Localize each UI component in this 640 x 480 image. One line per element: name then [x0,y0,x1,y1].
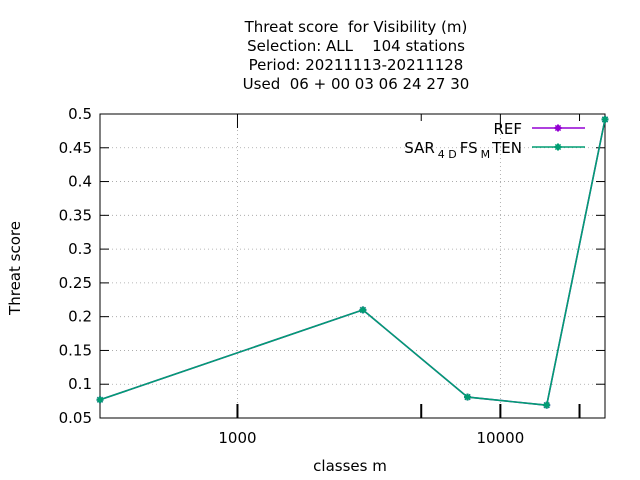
y-tick-label: 0.4 [68,173,92,191]
y-tick-label: 0.45 [59,139,92,157]
y-tick-label: 0.2 [68,308,92,326]
series-1-point-2 [464,393,472,401]
series-1-point-0-d2 [96,396,104,403]
x-tick-label: 10000 [477,429,525,447]
series-line-0 [99,119,606,407]
x-axis-tick-labels: 1000 10000 [218,429,524,447]
legend-sar-part1: SAR [404,139,434,157]
plot-frame [99,113,606,419]
title-line-3: Period: 20211113-20211128 [248,56,464,74]
title-line-2: Selection: ALL 104 stations [247,37,465,55]
legend-sar-sub1: 4 D [438,148,457,161]
series-1-point-4 [601,115,609,123]
series-1-point-3-d2 [543,401,550,409]
y-tick-label: 0.15 [59,341,92,359]
y-tick-label: 0.25 [59,274,92,292]
series-line-1 [99,119,606,407]
legend-marker-1-d2 [554,143,562,151]
series-1-point-0 [96,396,104,404]
y-tick-label: 0.1 [68,375,92,393]
legend-marker-0-d2 [554,124,562,132]
legend-sar-part2: FS [460,139,478,157]
y-tick-label: 0.5 [68,105,92,123]
axis-ticks [100,113,605,419]
y-axis-tick-labels: 0.05 0.1 0.15 0.2 0.25 0.3 0.35 0.4 0.45 0.5 [59,105,92,427]
legend-sar-sub2: M [481,148,491,161]
y-axis-label: Threat score [6,221,24,316]
x-tick-label: 1000 [218,429,256,447]
x-axis-label: classes m [313,457,387,475]
series-layer [96,115,609,409]
legend-sar-part3: TEN [491,139,522,157]
legend-sample-ref [532,124,585,132]
title-line-1: Threat score for Visibility (m) [244,18,468,36]
series-1-point-2-d2 [464,393,471,401]
series-1-point-4-d2 [601,116,609,123]
series-1-point-1-d2 [359,306,367,314]
y-tick-label: 0.3 [68,240,92,258]
legend-marker-0 [554,124,562,132]
grid [100,114,605,418]
legend: REF SAR 4 D FS M TEN [404,120,585,161]
title-line-4: Used 06 + 00 03 06 24 27 30 [242,75,470,93]
legend-sample-sar [532,143,585,151]
y-tick-label: 0.35 [59,206,92,224]
legend-label-ref: REF [493,120,522,138]
series-1-point-1 [359,306,367,314]
y-tick-label: 0.05 [59,409,92,427]
legend-marker-1 [554,143,562,151]
series-1-point-3 [543,401,551,409]
legend-label-sar: SAR 4 D FS M TEN [404,139,522,161]
